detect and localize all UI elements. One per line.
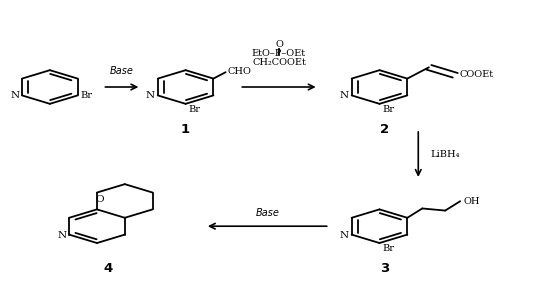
Text: CHO: CHO xyxy=(228,66,252,76)
Text: Br: Br xyxy=(188,105,201,114)
Text: N: N xyxy=(146,91,155,101)
Text: 2: 2 xyxy=(381,123,389,135)
Text: Base: Base xyxy=(255,208,279,218)
Text: 4: 4 xyxy=(104,262,112,275)
Text: Base: Base xyxy=(110,66,134,76)
Text: N: N xyxy=(57,231,66,240)
Text: Br: Br xyxy=(80,91,93,100)
Text: O: O xyxy=(95,195,104,204)
Text: COOEt: COOEt xyxy=(460,70,494,79)
Text: O: O xyxy=(275,40,283,49)
Text: LiBH₄: LiBH₄ xyxy=(430,150,460,159)
Text: Br: Br xyxy=(382,105,394,114)
Text: N: N xyxy=(340,231,349,240)
Text: EtO–P–OEt: EtO–P–OEt xyxy=(252,49,306,58)
Text: 3: 3 xyxy=(381,262,389,275)
Text: CH₂COOEt: CH₂COOEt xyxy=(252,58,306,67)
Text: 1: 1 xyxy=(181,123,190,135)
Text: N: N xyxy=(10,91,19,101)
Text: Br: Br xyxy=(382,244,394,253)
Text: N: N xyxy=(340,91,349,101)
Text: OH: OH xyxy=(464,197,480,206)
